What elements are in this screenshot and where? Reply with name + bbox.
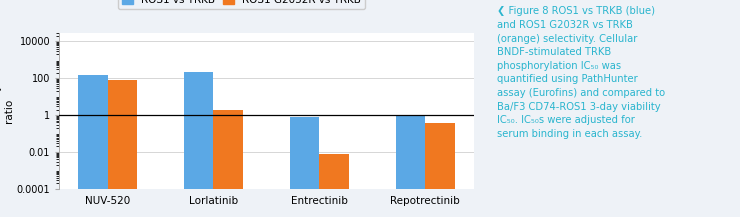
- Text: ❮ Figure 8 ROS1 vs TRKB (blue)
and ROS1 G2032R vs TRKB
(orange) selectivity. Cel: ❮ Figure 8 ROS1 vs TRKB (blue) and ROS1 …: [497, 7, 665, 139]
- Legend: ROS1 vs TRKB, ROS1 G2032R vs TRKB: ROS1 vs TRKB, ROS1 G2032R vs TRKB: [118, 0, 365, 9]
- Bar: [184, 72, 213, 217]
- Bar: [213, 110, 243, 217]
- Bar: [78, 75, 107, 217]
- Bar: [425, 123, 455, 217]
- Bar: [320, 154, 349, 217]
- Bar: [395, 116, 426, 217]
- Bar: [107, 80, 138, 217]
- Y-axis label: Selectivity
ratio: Selectivity ratio: [0, 83, 14, 138]
- Bar: [289, 117, 320, 217]
